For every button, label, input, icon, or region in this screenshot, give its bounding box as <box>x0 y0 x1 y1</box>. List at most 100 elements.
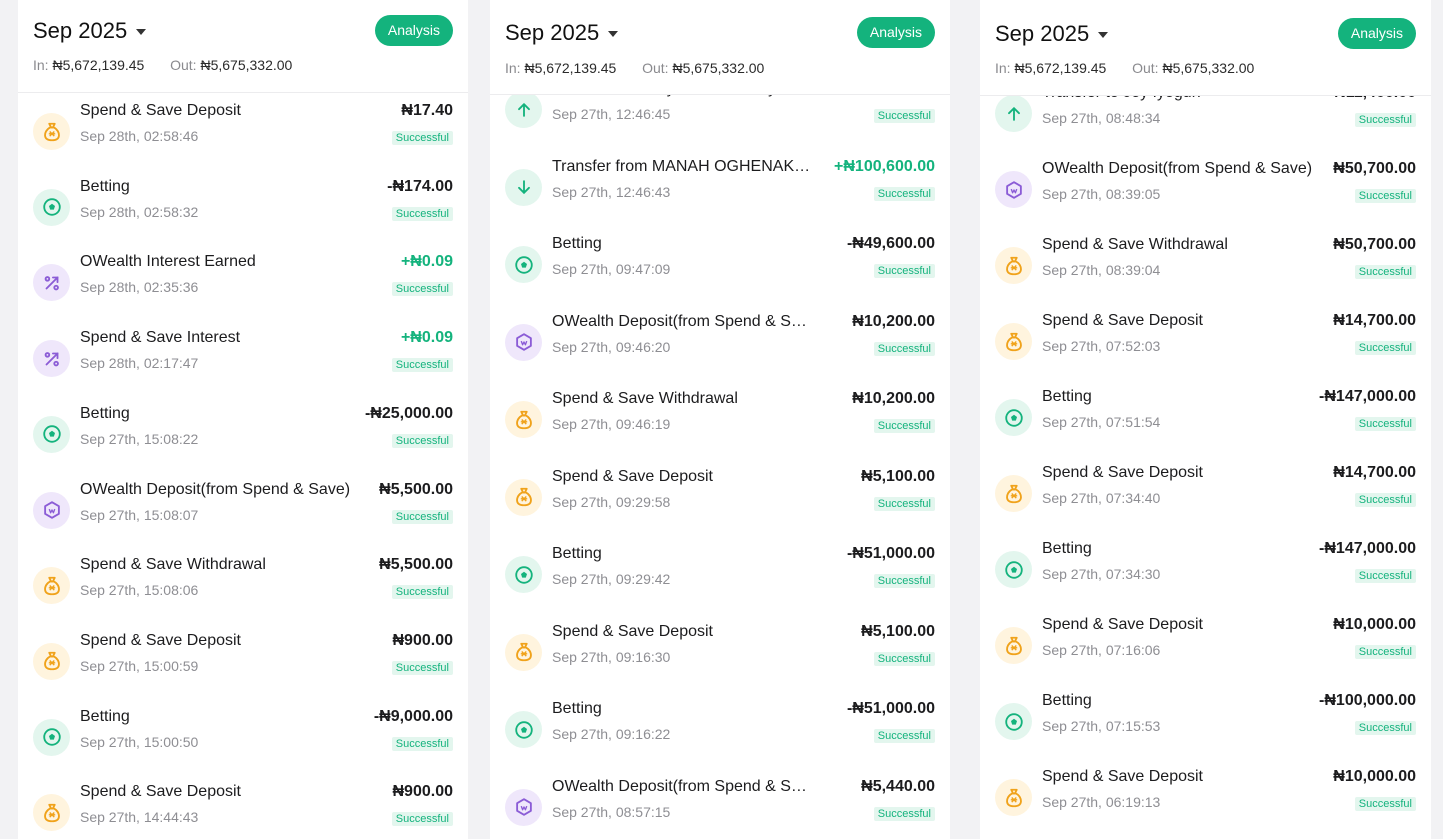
in-label: In: <box>505 60 521 76</box>
transaction-amount: ₦14,700.00 <box>1333 312 1416 329</box>
transaction-title: OWealth Deposit(from Spend & Save) <box>552 312 814 330</box>
transaction-row[interactable]: Spend & Save Interest Sep 28th, 02:17:47 +… <box>18 329 468 416</box>
transaction-date: Sep 27th, 06:19:13 <box>1042 794 1161 810</box>
owealth-icon <box>505 323 542 361</box>
transaction-row[interactable]: Spend & Save Deposit Sep 27th, 09:29:58 ₦5… <box>490 468 950 555</box>
transaction-row[interactable]: OWealth Interest Earned Sep 28th, 02:35:3… <box>18 253 468 340</box>
status-badge: Successful <box>391 585 453 600</box>
transaction-title: Spend & Save Withdrawal <box>552 390 738 407</box>
transaction-title: Spend & Save Deposit <box>80 631 241 649</box>
transaction-amount: +₦100,600.00 <box>834 157 935 175</box>
transaction-amount: -₦51,000.00 <box>846 545 935 562</box>
transaction-title: Spend & Save Deposit <box>1042 616 1203 633</box>
status-badge: Successful <box>1354 493 1416 507</box>
transaction-row[interactable]: Spend & Save Withdrawal Sep 27th, 09:46:1… <box>490 390 950 477</box>
status-badge: Successful <box>873 186 935 201</box>
transaction-date: Sep 27th, 09:29:42 <box>552 571 671 587</box>
transaction-row[interactable]: Transfer from MANAH OGHENAKH... Sep 27th,… <box>490 158 950 245</box>
transaction-date: Sep 28th, 02:58:46 <box>80 128 199 144</box>
transaction-title: Spend & Save Withdrawal <box>1042 236 1228 253</box>
transaction-title: OWealth Deposit(from Spend & Save) <box>1042 160 1313 177</box>
transaction-row[interactable]: Spend & Save Deposit Sep 28th, 02:58:46 ₦1… <box>18 102 468 189</box>
transaction-title: Spend & Save Deposit <box>552 467 713 485</box>
transaction-date: Sep 27th, 14:44:43 <box>80 809 199 826</box>
transaction-row[interactable]: Spend & Save Withdrawal Sep 27th, 15:08:0… <box>18 556 468 643</box>
month-selector[interactable]: Sep 2025 <box>33 18 147 44</box>
transaction-title: Betting <box>80 707 130 725</box>
transaction-date: Sep 27th, 09:46:19 <box>552 416 671 432</box>
transaction-date: Sep 27th, 12:46:43 <box>552 183 671 200</box>
transaction-row[interactable]: Spend & Save Withdrawal Sep 27th, 08:39:0… <box>980 236 1431 323</box>
in-out-summary: In: ₦5,672,139.45 Out: ₦5,675,332.00 <box>505 60 764 76</box>
transactions-panel-3: Transfer to Joy IyogunSep 27th, 08:48:34… <box>980 0 1431 839</box>
transaction-amount: -₦174.00 <box>387 177 453 195</box>
transaction-title: Transfer from MANAH OGHENAKH... <box>552 157 814 175</box>
analysis-button[interactable]: Analysis <box>374 15 453 46</box>
transaction-amount: ₦50,700.00 <box>1333 236 1416 253</box>
transaction-row[interactable]: Betting Sep 28th, 02:58:32 -₦174.00 Success… <box>18 178 468 265</box>
history-header: Sep 2025 Analysis In: ₦5,672,139.45 Out:… <box>18 0 468 93</box>
month-selector[interactable]: Sep 2025 <box>995 21 1109 47</box>
transaction-row[interactable]: OWealth Deposit(from Spend & Save) Sep 27… <box>980 160 1431 247</box>
analysis-button[interactable]: Analysis <box>1337 18 1416 49</box>
transaction-row[interactable]: OWealth Deposit(from Spend & Save) Sep 27… <box>490 313 950 400</box>
arrow-up-icon <box>995 95 1032 132</box>
savings-bag-icon <box>505 478 542 516</box>
transaction-date: Sep 27th, 15:08:22 <box>80 430 199 447</box>
transaction-row[interactable]: OWealth Deposit(from Spend & Save) Sep 27… <box>18 481 468 568</box>
transaction-row[interactable]: Spend & Save Deposit Sep 27th, 15:00:59 ₦9… <box>18 632 468 719</box>
in-out-summary: In: ₦5,672,139.45 Out: ₦5,675,332.00 <box>995 60 1254 76</box>
transaction-row[interactable]: Spend & Save Deposit Sep 27th, 06:19:13 ₦1… <box>980 768 1431 839</box>
owealth-icon <box>505 788 542 826</box>
transaction-row[interactable]: Betting Sep 27th, 15:00:50 -₦9,000.00 Succe… <box>18 708 468 795</box>
transaction-row[interactable]: Electronic Money Transfer LevySep 27th, … <box>490 80 950 167</box>
savings-bag-icon <box>505 633 542 671</box>
transaction-date: Sep 27th, 07:34:40 <box>1042 490 1161 506</box>
status-badge: Successful <box>391 660 453 675</box>
transaction-row[interactable]: Spend & Save Deposit Sep 27th, 07:34:40 ₦1… <box>980 464 1431 551</box>
transaction-title: Spend & Save Deposit <box>80 783 241 801</box>
transaction-date: Sep 27th, 08:39:05 <box>1042 186 1161 202</box>
transaction-row[interactable]: Spend & Save Deposit Sep 27th, 14:44:43 ₦9… <box>18 783 468 839</box>
transaction-amount: ₦10,200.00 <box>852 390 935 407</box>
transaction-amount: -₦25,000.00 <box>364 404 453 422</box>
transaction-row[interactable]: Spend & Save Deposit Sep 27th, 09:16:30 ₦5… <box>490 623 950 710</box>
in-value: ₦5,672,139.45 <box>52 57 145 73</box>
status-badge: Successful <box>1354 265 1416 279</box>
month-selector[interactable]: Sep 2025 <box>505 20 619 46</box>
betting-ball-icon <box>505 556 542 593</box>
transaction-amount: ₦900.00 <box>392 783 454 801</box>
status-badge: Successful <box>391 206 453 221</box>
transaction-date: Sep 27th, 08:57:15 <box>552 803 671 820</box>
transaction-date: Sep 27th, 09:29:58 <box>552 493 671 510</box>
status-badge: Successful <box>1354 645 1416 659</box>
transaction-row[interactable]: Betting Sep 27th, 07:34:30 -₦147,000.00 Suc… <box>980 540 1431 627</box>
transaction-row[interactable]: Betting Sep 27th, 07:15:53 -₦100,000.00 Suc… <box>980 692 1431 779</box>
transaction-amount: -₦49,600.00 <box>846 235 935 252</box>
transaction-row[interactable]: Betting Sep 27th, 09:29:42 -₦51,000.00 Succ… <box>490 545 950 632</box>
transaction-row[interactable]: Betting Sep 27th, 09:47:09 -₦49,600.00 Succ… <box>490 235 950 322</box>
transaction-title: Betting <box>1042 692 1092 709</box>
transaction-title: Spend & Save Deposit <box>80 102 241 119</box>
in-label: In: <box>33 57 49 73</box>
out-value: ₦5,675,332.00 <box>200 57 293 73</box>
in-out-summary: In: ₦5,672,139.45 Out: ₦5,675,332.00 <box>33 57 292 73</box>
transaction-title: Betting <box>552 700 602 717</box>
status-badge: Successful <box>873 651 935 666</box>
transaction-row[interactable]: Spend & Save Deposit Sep 27th, 07:52:03 ₦1… <box>980 312 1431 399</box>
transaction-row[interactable]: OWealth Deposit(from Spend & Save) Sep 27… <box>490 778 950 839</box>
status-badge: Successful <box>1354 113 1416 127</box>
savings-bag-icon <box>33 113 70 150</box>
status-badge: Successful <box>1354 189 1416 203</box>
status-badge: Successful <box>1354 417 1416 431</box>
transaction-row[interactable]: Betting Sep 27th, 07:51:54 -₦147,000.00 Suc… <box>980 388 1431 475</box>
transaction-row[interactable]: Betting Sep 27th, 15:08:22 -₦25,000.00 Succ… <box>18 405 468 492</box>
analysis-button[interactable]: Analysis <box>856 17 935 48</box>
transaction-row[interactable]: Betting Sep 27th, 09:16:22 -₦51,000.00 Succ… <box>490 700 950 787</box>
betting-ball-icon <box>995 399 1032 436</box>
transaction-row[interactable]: Spend & Save Deposit Sep 27th, 07:16:06 ₦1… <box>980 616 1431 703</box>
transaction-amount: -₦147,000.00 <box>1319 388 1416 405</box>
savings-bag-icon <box>33 642 70 680</box>
transaction-amount: ₦5,100.00 <box>861 467 935 485</box>
transaction-date: Sep 27th, 15:08:06 <box>80 582 199 599</box>
